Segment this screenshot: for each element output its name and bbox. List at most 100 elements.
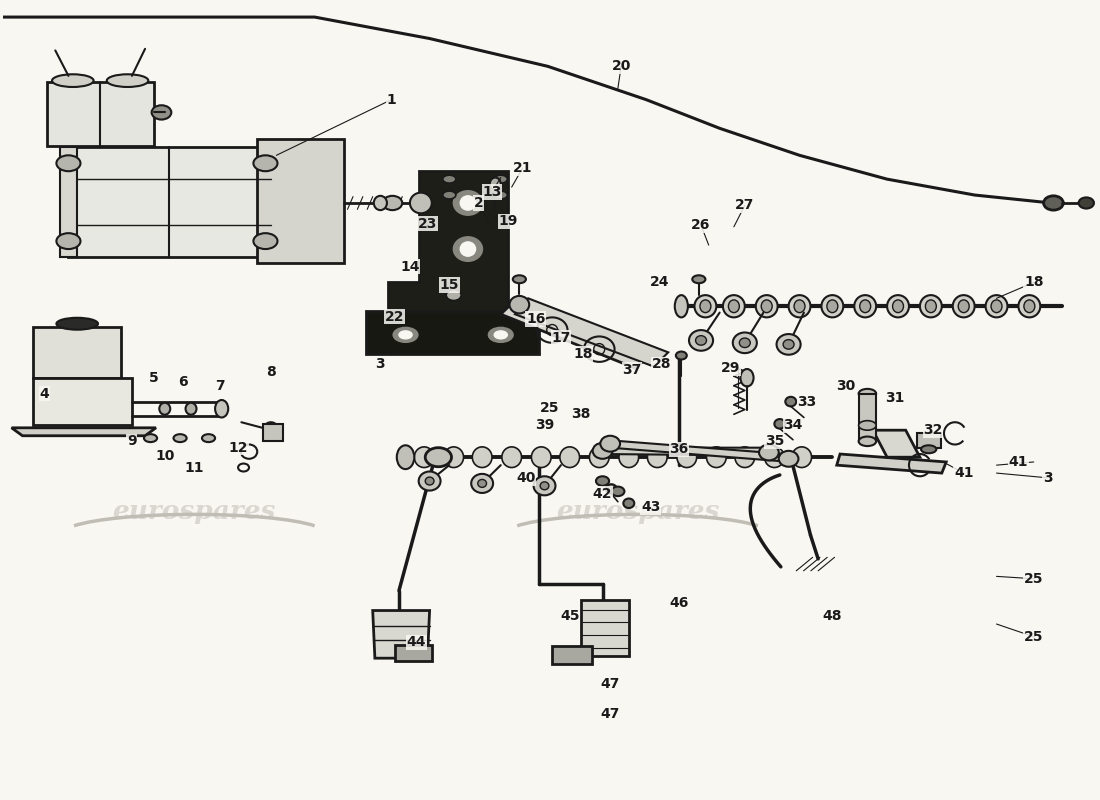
Text: 18: 18: [573, 347, 593, 361]
Ellipse shape: [624, 498, 635, 508]
Text: 42: 42: [593, 486, 613, 501]
Ellipse shape: [216, 400, 228, 418]
Bar: [916, 434, 940, 448]
Ellipse shape: [443, 447, 463, 467]
Ellipse shape: [596, 476, 609, 486]
Ellipse shape: [759, 445, 779, 460]
Ellipse shape: [859, 389, 876, 398]
Text: 16: 16: [526, 312, 546, 326]
Ellipse shape: [399, 331, 412, 339]
Text: 35: 35: [764, 434, 784, 448]
Ellipse shape: [394, 328, 418, 342]
Polygon shape: [500, 298, 651, 368]
Ellipse shape: [723, 295, 745, 318]
Ellipse shape: [756, 295, 778, 318]
Ellipse shape: [986, 295, 1008, 318]
Ellipse shape: [783, 340, 794, 349]
Text: 15: 15: [440, 278, 459, 292]
Ellipse shape: [733, 333, 757, 353]
Text: 26: 26: [691, 218, 711, 232]
Ellipse shape: [612, 486, 625, 496]
Ellipse shape: [695, 336, 706, 345]
Ellipse shape: [494, 175, 507, 183]
Ellipse shape: [739, 338, 750, 347]
Text: 23: 23: [418, 217, 437, 230]
Ellipse shape: [560, 447, 580, 467]
Text: 29: 29: [720, 362, 740, 375]
Ellipse shape: [692, 275, 705, 283]
Ellipse shape: [735, 447, 755, 467]
Ellipse shape: [1019, 295, 1041, 318]
Ellipse shape: [674, 295, 688, 318]
Ellipse shape: [648, 447, 667, 467]
Text: 5: 5: [148, 370, 158, 385]
Text: 6: 6: [178, 374, 188, 389]
Text: 25: 25: [1024, 630, 1044, 644]
Ellipse shape: [593, 443, 613, 458]
Text: 40: 40: [516, 471, 536, 485]
Polygon shape: [46, 82, 154, 146]
Text: 20: 20: [612, 59, 630, 74]
Polygon shape: [594, 448, 771, 456]
Ellipse shape: [822, 295, 844, 318]
Ellipse shape: [531, 447, 551, 467]
Text: 3: 3: [375, 358, 385, 371]
Text: eurospares: eurospares: [556, 498, 719, 524]
Text: eurospares: eurospares: [112, 498, 276, 524]
Text: 17: 17: [551, 331, 571, 345]
Ellipse shape: [785, 397, 796, 406]
Ellipse shape: [460, 196, 475, 210]
Text: 7: 7: [214, 378, 224, 393]
Polygon shape: [603, 440, 791, 462]
Ellipse shape: [426, 477, 434, 485]
Ellipse shape: [513, 275, 526, 283]
Ellipse shape: [509, 296, 529, 314]
Text: 44: 44: [407, 635, 426, 650]
Polygon shape: [552, 646, 592, 664]
Ellipse shape: [490, 178, 500, 190]
Bar: [859, 394, 876, 442]
Ellipse shape: [442, 175, 455, 183]
Text: 47: 47: [601, 678, 620, 691]
Ellipse shape: [675, 351, 686, 359]
Ellipse shape: [920, 295, 942, 318]
Ellipse shape: [921, 446, 936, 454]
Text: 47: 47: [601, 707, 620, 721]
Ellipse shape: [534, 476, 556, 495]
Ellipse shape: [410, 193, 432, 214]
Polygon shape: [388, 171, 508, 314]
Text: 46: 46: [670, 595, 689, 610]
Ellipse shape: [446, 290, 461, 301]
Ellipse shape: [789, 295, 811, 318]
Ellipse shape: [144, 434, 157, 442]
Ellipse shape: [397, 446, 415, 469]
Ellipse shape: [689, 330, 713, 350]
Polygon shape: [515, 298, 668, 366]
Ellipse shape: [706, 447, 726, 467]
Ellipse shape: [494, 331, 507, 339]
Ellipse shape: [953, 295, 975, 318]
Text: 31: 31: [886, 391, 904, 406]
Text: 36: 36: [670, 442, 689, 456]
Polygon shape: [33, 378, 132, 426]
Text: 22: 22: [385, 310, 405, 323]
Text: 38: 38: [571, 407, 591, 422]
Text: 41: 41: [954, 466, 974, 480]
Polygon shape: [581, 600, 629, 656]
Text: 43: 43: [641, 500, 660, 514]
Ellipse shape: [477, 479, 486, 487]
Text: 19: 19: [498, 214, 518, 228]
Ellipse shape: [472, 447, 492, 467]
Ellipse shape: [892, 300, 903, 313]
Polygon shape: [373, 610, 430, 658]
Text: 25: 25: [540, 401, 560, 415]
Text: 1: 1: [386, 93, 396, 106]
Ellipse shape: [855, 295, 876, 318]
Ellipse shape: [728, 300, 739, 313]
Ellipse shape: [253, 155, 277, 171]
Polygon shape: [256, 139, 344, 263]
Text: 24: 24: [650, 275, 669, 290]
Text: 21: 21: [513, 161, 532, 175]
Ellipse shape: [107, 74, 148, 87]
Ellipse shape: [958, 300, 969, 313]
